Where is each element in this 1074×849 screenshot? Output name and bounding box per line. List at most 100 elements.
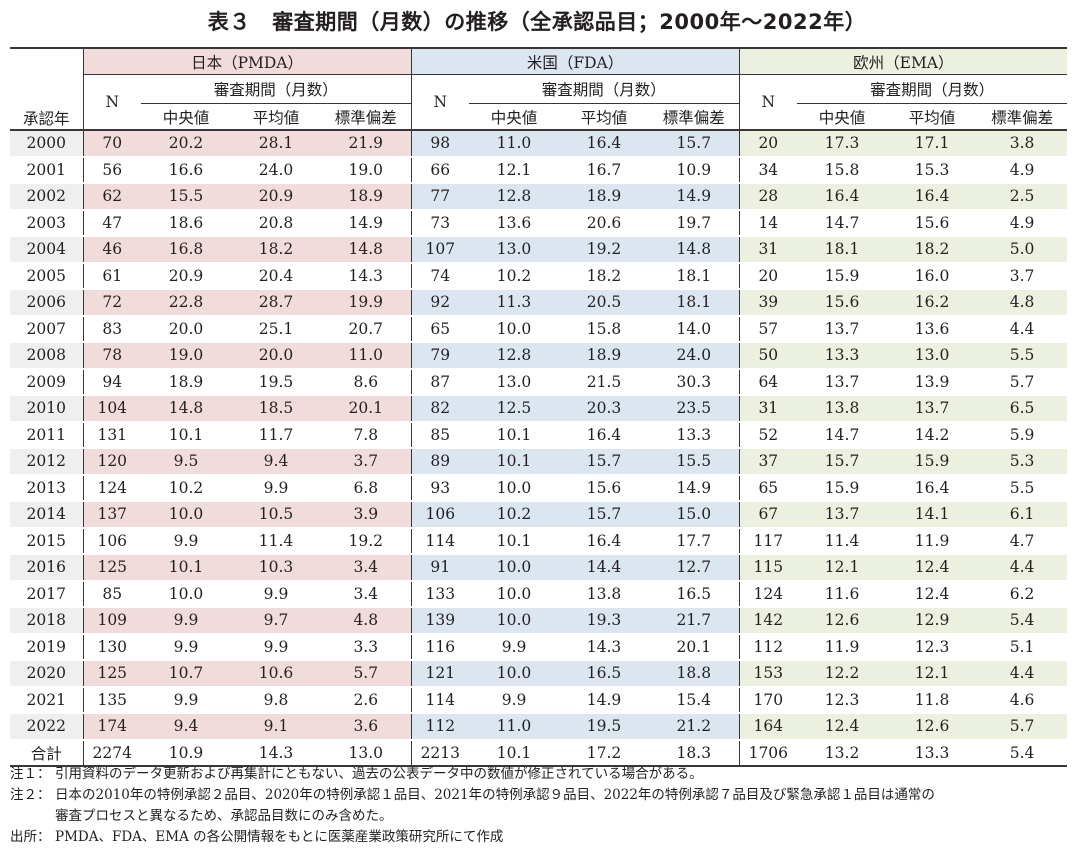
- us-median-cell: 9.9: [469, 633, 560, 661]
- us-median-cell: 13.0: [469, 368, 560, 396]
- jp-sd-cell: 11.0: [321, 342, 412, 370]
- table-row: 2022 174 9.4 9.1 3.6 112 11.0 19.5 21.2 164 12.4 12…: [10, 713, 1068, 741]
- jp-median-cell: 15.5: [141, 183, 231, 211]
- eu-mean-cell: 16.4: [887, 183, 978, 211]
- eu-n-cell: 153: [738, 660, 798, 688]
- jp-n-cell: 135: [82, 686, 141, 714]
- jp-mean-cell: 9.9: [231, 474, 321, 502]
- year-cell: 2006: [10, 289, 83, 317]
- table-row: 2008 78 19.0 20.0 11.0 79 12.8 18.9 24.0 50 13.3 13…: [10, 342, 1068, 370]
- eu-n-cell: 20: [738, 130, 798, 158]
- us-median-cell: 10.1: [469, 448, 560, 476]
- eu-sd-cell: 6.1: [977, 501, 1068, 529]
- table-row: 2007 83 20.0 25.1 20.7 65 10.0 15.8 14.0 57 13.7 13…: [10, 315, 1068, 343]
- table-row: 2000 70 20.2 28.1 21.9 98 11.0 16.4 15.7 20 17.3 17…: [10, 130, 1068, 158]
- us-sd-cell: 15.4: [649, 686, 740, 714]
- eu-n-cell: 14: [738, 209, 798, 237]
- jp-n-cell: 72: [82, 289, 141, 317]
- median-header-eu: 中央値: [797, 103, 888, 131]
- eu-mean-cell: 13.6: [887, 315, 978, 343]
- jp-median-cell: 9.9: [141, 686, 231, 714]
- year-cell: 2014: [10, 501, 83, 529]
- us-sd-cell: 18.1: [649, 262, 740, 290]
- us-n-cell: 92: [410, 289, 470, 317]
- us-median-cell: 10.0: [469, 474, 560, 502]
- jp-mean-cell: 20.4: [231, 262, 321, 290]
- us-sd-cell: 10.9: [649, 156, 740, 184]
- us-median-cell: 10.1: [469, 421, 560, 449]
- jp-sd-cell: 20.1: [321, 395, 412, 423]
- eu-median-cell: 13.7: [797, 501, 888, 529]
- jp-mean-cell: 10.5: [231, 501, 321, 529]
- jp-sd-cell: 18.9: [321, 183, 412, 211]
- us-median-cell: 10.0: [469, 580, 560, 608]
- us-sd-cell: 14.9: [649, 183, 740, 211]
- eu-sd-cell: 6.2: [977, 580, 1068, 608]
- jp-n-cell: 137: [82, 501, 141, 529]
- footnote-label: 注１：: [10, 766, 51, 782]
- jp-mean-cell: 20.0: [231, 342, 321, 370]
- us-sd-cell: 18.3: [649, 739, 740, 767]
- mean-header-japan: 平均値: [231, 103, 321, 131]
- year-cell: 2004: [10, 236, 83, 264]
- jp-mean-cell: 28.1: [231, 130, 321, 158]
- us-mean-cell: 14.3: [559, 633, 650, 661]
- eu-mean-cell: 12.3: [887, 633, 978, 661]
- region-header-eu: 欧州（EMA）: [738, 47, 1068, 75]
- footnote-line: PMDA、FDA、EMA の各公開情報をもとに医薬産業政策研究所にて作成: [55, 829, 504, 845]
- median-header-japan: 中央値: [141, 103, 231, 131]
- eu-sd-cell: 5.5: [977, 474, 1068, 502]
- us-median-cell: 10.1: [469, 527, 560, 555]
- eu-n-cell: 31: [738, 236, 798, 264]
- jp-n-cell: 46: [82, 236, 141, 264]
- jp-median-cell: 9.9: [141, 633, 231, 661]
- eu-n-cell: 57: [738, 315, 798, 343]
- jp-n-cell: 125: [82, 660, 141, 688]
- eu-sd-cell: 5.7: [977, 368, 1068, 396]
- eu-median-cell: 16.4: [797, 183, 888, 211]
- jp-median-cell: 10.9: [141, 739, 231, 767]
- jp-median-cell: 19.0: [141, 342, 231, 370]
- table-row: 2011 131 10.1 11.7 7.8 85 10.1 16.4 13.3 52 14.7 14…: [10, 421, 1068, 449]
- eu-mean-cell: 13.7: [887, 395, 978, 423]
- year-cell: 2019: [10, 633, 83, 661]
- us-n-cell: 66: [410, 156, 470, 184]
- table-row: 2013 124 10.2 9.9 6.8 93 10.0 15.6 14.9 65 15.9 16.…: [10, 474, 1068, 502]
- eu-sd-cell: 2.5: [977, 183, 1068, 211]
- jp-n-cell: 174: [82, 713, 141, 741]
- table-row: 2020 125 10.7 10.6 5.7 121 10.0 16.5 18.8 153 12.2…: [10, 660, 1068, 688]
- eu-median-cell: 11.9: [797, 633, 888, 661]
- eu-mean-cell: 14.1: [887, 501, 978, 529]
- us-sd-cell: 18.8: [649, 660, 740, 688]
- eu-sd-cell: 3.8: [977, 130, 1068, 158]
- eu-median-cell: 14.7: [797, 421, 888, 449]
- footnote-1: 注１： 引用資料のデータ更新および再集計にともない、過去の公表データ中の数値が修正…: [10, 764, 1070, 785]
- year-cell: 2002: [10, 183, 83, 211]
- jp-mean-cell: 9.9: [231, 580, 321, 608]
- us-mean-cell: 21.5: [559, 368, 650, 396]
- eu-mean-cell: 11.9: [887, 527, 978, 555]
- us-mean-cell: 19.2: [559, 236, 650, 264]
- us-sd-cell: 14.8: [649, 236, 740, 264]
- us-mean-cell: 19.5: [559, 713, 650, 741]
- jp-median-cell: 10.7: [141, 660, 231, 688]
- eu-median-cell: 15.7: [797, 448, 888, 476]
- us-n-cell: 77: [410, 183, 470, 211]
- table-row: 2017 85 10.0 9.9 3.4 133 10.0 13.8 16.5 124 11.6 12…: [10, 580, 1068, 608]
- eu-median-cell: 13.3: [797, 342, 888, 370]
- us-mean-cell: 14.4: [559, 554, 650, 582]
- table-row: 2012 120 9.5 9.4 3.7 89 10.1 15.7 15.5 37 15.7 15.9…: [10, 448, 1068, 476]
- eu-mean-cell: 13.9: [887, 368, 978, 396]
- jp-sd-cell: 14.3: [321, 262, 412, 290]
- eu-mean-cell: 12.1: [887, 660, 978, 688]
- us-mean-cell: 13.8: [559, 580, 650, 608]
- year-cell: 2017: [10, 580, 83, 608]
- total-row: 合計 2274 10.9 14.3 13.0 2213 10.1 17.2 18.3 1706 13…: [10, 739, 1068, 767]
- us-sd-cell: 21.7: [649, 607, 740, 635]
- period-header-japan: 審査期間（月数）: [141, 74, 412, 104]
- eu-mean-cell: 18.2: [887, 236, 978, 264]
- total-label: 合計: [10, 739, 83, 767]
- eu-mean-cell: 12.4: [887, 554, 978, 582]
- us-sd-cell: 30.3: [649, 368, 740, 396]
- us-n-cell: 98: [410, 130, 470, 158]
